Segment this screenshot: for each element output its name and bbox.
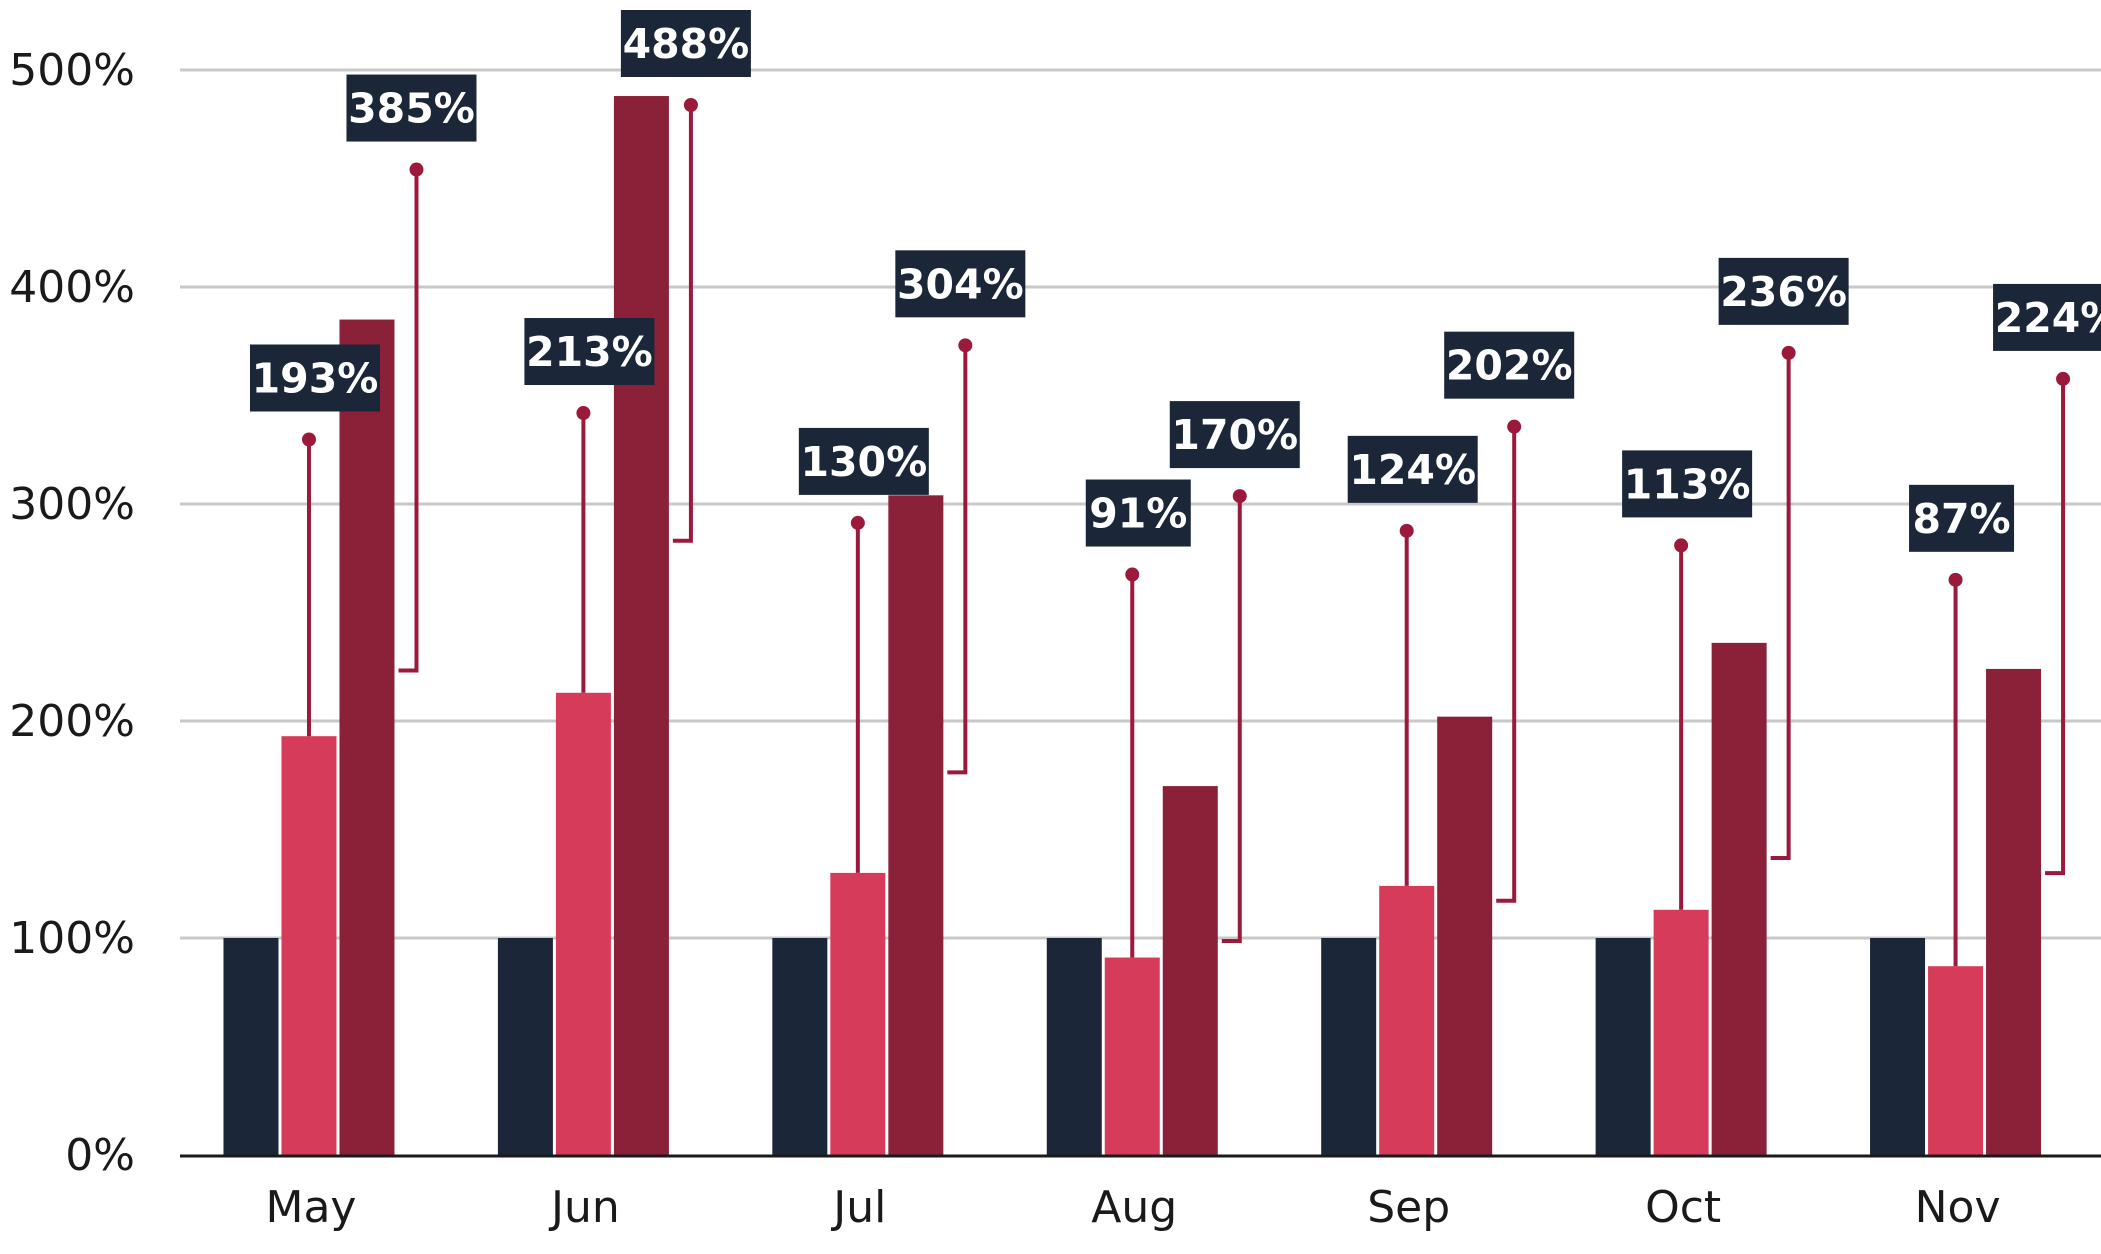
y-tick-label: 500% bbox=[9, 45, 135, 96]
x-tick-label: Aug bbox=[1091, 1182, 1177, 1233]
annotation-label: 488% bbox=[623, 20, 750, 68]
bar bbox=[1595, 938, 1651, 1155]
annotation-box bbox=[895, 250, 1026, 318]
annotation-label: 236% bbox=[1720, 268, 1847, 316]
bar bbox=[1321, 938, 1377, 1155]
bar bbox=[1928, 966, 1984, 1155]
y-tick-label: 0% bbox=[65, 1130, 135, 1181]
x-tick-label: Sep bbox=[1367, 1182, 1450, 1233]
annotation-dot bbox=[1507, 419, 1522, 434]
annotation-label: 124% bbox=[1349, 446, 1476, 494]
annotation-label: 170% bbox=[1171, 411, 1298, 459]
x-tick-label: Oct bbox=[1645, 1182, 1721, 1233]
annotation-label: 87% bbox=[1912, 495, 2010, 543]
annotation-box bbox=[524, 318, 655, 386]
annotation-box bbox=[249, 344, 380, 412]
y-tick-label: 400% bbox=[9, 262, 135, 313]
annotation-dot bbox=[1781, 345, 1796, 360]
annotation-box bbox=[798, 427, 929, 495]
bar bbox=[555, 692, 611, 1155]
annotation-connector bbox=[2045, 378, 2066, 876]
y-tick-label: 100% bbox=[9, 913, 135, 964]
annotation-box bbox=[1444, 331, 1575, 399]
bar bbox=[772, 938, 828, 1155]
bar bbox=[497, 938, 553, 1155]
annotation-box bbox=[346, 74, 477, 142]
bar bbox=[830, 872, 886, 1155]
value-annotations: 193% 385% 213% 488% 130% 304% 91% 170% 124% 202% 1… bbox=[249, 10, 2101, 552]
annotation-dot bbox=[409, 162, 424, 177]
annotation-connectors bbox=[301, 98, 2071, 967]
bar bbox=[613, 96, 669, 1155]
annotation-dot bbox=[1948, 572, 1963, 587]
annotation-box bbox=[1909, 484, 2015, 552]
annotation-label: 213% bbox=[526, 328, 653, 376]
annotation-box bbox=[1169, 401, 1300, 469]
bar bbox=[1711, 642, 1767, 1155]
x-tick-label: Jul bbox=[830, 1182, 886, 1233]
annotation-dot bbox=[301, 432, 316, 447]
annotation-box bbox=[1993, 283, 2101, 351]
annotation-label: 91% bbox=[1089, 490, 1187, 538]
annotation-connector bbox=[1770, 352, 1791, 860]
bar bbox=[1870, 938, 1926, 1155]
annotation-label: 385% bbox=[348, 85, 475, 133]
bar bbox=[1379, 885, 1435, 1155]
annotation-box bbox=[1622, 450, 1753, 518]
y-tick-label: 300% bbox=[9, 479, 135, 530]
annotation-label: 202% bbox=[1446, 342, 1573, 390]
annotation-dot bbox=[1674, 538, 1689, 553]
annotation-dot bbox=[1125, 567, 1140, 582]
bar bbox=[223, 938, 279, 1155]
annotation-box bbox=[1347, 435, 1478, 503]
x-axis-category-labels: May Jun Jul Aug Sep Oct Nov bbox=[265, 1182, 2000, 1233]
annotation-box bbox=[1718, 257, 1849, 325]
y-axis-tick-labels: 0% 100% 200% 300% 400% 500% bbox=[9, 45, 135, 1181]
x-tick-label: Jun bbox=[548, 1182, 620, 1233]
bar bbox=[339, 319, 395, 1155]
annotation-dot bbox=[850, 515, 865, 530]
bar bbox=[1104, 957, 1160, 1155]
annotation-dot bbox=[2056, 371, 2071, 386]
annotation-connector bbox=[672, 105, 693, 543]
annotation-dot bbox=[958, 338, 973, 353]
annotation-box bbox=[1085, 479, 1191, 547]
annotation-dot bbox=[1399, 523, 1414, 538]
annotation-connector bbox=[947, 345, 968, 775]
annotation-dot bbox=[576, 406, 591, 421]
bar bbox=[888, 495, 944, 1155]
x-tick-label: Nov bbox=[1915, 1182, 2001, 1233]
annotation-dot bbox=[683, 98, 698, 112]
bar bbox=[1653, 909, 1709, 1155]
annotation-dot bbox=[1232, 489, 1247, 504]
annotation-label: 193% bbox=[252, 354, 379, 402]
bar bbox=[1437, 716, 1493, 1155]
annotation-label: 113% bbox=[1624, 460, 1751, 508]
x-tick-label: May bbox=[265, 1182, 356, 1233]
annotation-label: 130% bbox=[801, 438, 928, 486]
y-tick-label: 200% bbox=[9, 696, 135, 747]
bars bbox=[223, 96, 2042, 1155]
annotation-connector bbox=[1496, 426, 1517, 903]
bar bbox=[281, 736, 337, 1155]
bar bbox=[1986, 668, 2042, 1155]
bar bbox=[1046, 938, 1102, 1155]
annotation-connector bbox=[398, 169, 419, 673]
annotation-connector bbox=[1221, 496, 1242, 944]
annotation-box bbox=[620, 10, 751, 77]
annotation-label: 304% bbox=[897, 260, 1024, 308]
bar bbox=[1162, 786, 1218, 1155]
annotation-label: 224% bbox=[1995, 294, 2101, 342]
